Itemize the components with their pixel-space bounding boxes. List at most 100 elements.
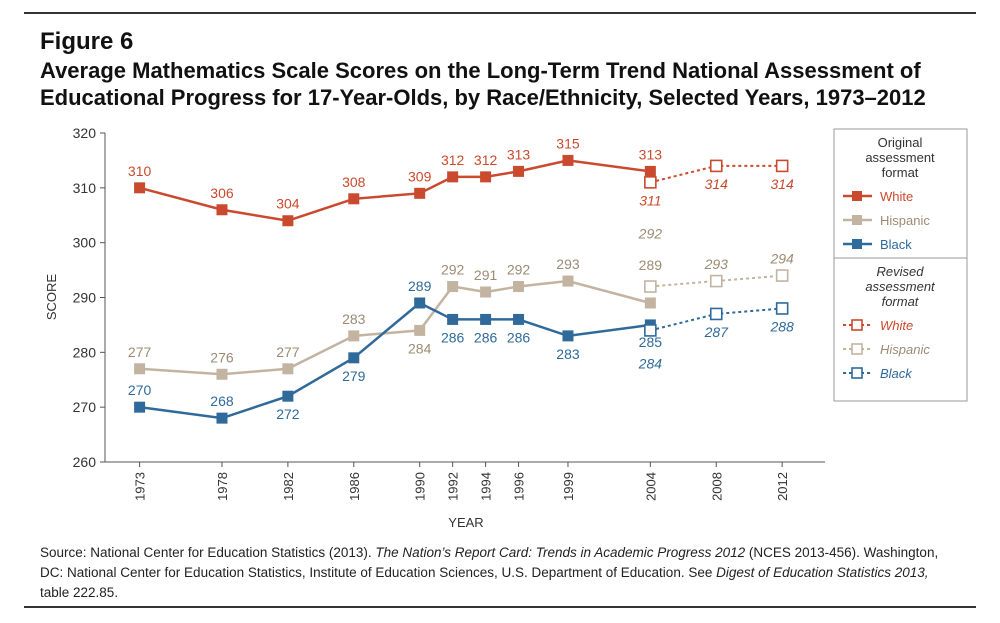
legend-original-heading: Original: [878, 135, 923, 150]
white-original-data-label: 313: [639, 146, 663, 162]
legend-revised-heading: assessment: [865, 279, 936, 294]
hispanic-original-marker: [348, 330, 360, 342]
y-axis-title: SCORE: [44, 274, 59, 321]
legend-revised-swatch-marker: [851, 319, 863, 331]
line-chart: 260 270 280 290 300 310 320 1973 1978 1982 1986 199…: [44, 125, 968, 530]
white-original-marker: [134, 182, 146, 194]
black-original-data-label: 286: [474, 329, 498, 345]
black-original-data-label: 279: [342, 368, 366, 384]
white-original-data-label: 304: [276, 196, 300, 212]
hispanic-revised-marker: [644, 280, 657, 293]
hispanic-original-marker: [414, 324, 426, 336]
black-original-marker: [562, 330, 574, 342]
x-tick-label: 1973: [133, 472, 148, 501]
x-tick-label: 2012: [775, 472, 790, 501]
hispanic-revised-data-label: 293: [704, 256, 729, 272]
hispanic-original-data-label: 293: [556, 256, 580, 272]
x-tick-label: 1994: [479, 472, 494, 501]
x-tick-label: 1986: [347, 472, 362, 501]
legend-revised-heading: Revised: [877, 264, 925, 279]
legend-original-swatch-marker: [852, 215, 862, 225]
x-tick-label: 1982: [281, 472, 296, 501]
y-tick-label: 320: [73, 125, 97, 141]
black-revised-data-label: 284: [638, 355, 663, 371]
source-report-title: The Nation’s Report Card: Trends in Acad…: [375, 545, 746, 560]
top-rule: [24, 12, 976, 14]
white-original-line: [139, 159, 651, 223]
black-original-data-label: 289: [408, 278, 432, 294]
hispanic-original-marker: [134, 363, 146, 375]
source-text-3: table 222.85.: [40, 585, 119, 600]
black-original-data-label: 268: [210, 393, 234, 409]
hispanic-original-marker: [562, 275, 574, 287]
white-original-marker: [216, 204, 228, 216]
y-tick-label: 280: [73, 344, 97, 360]
white-original-marker: [282, 215, 294, 227]
hispanic-original-data-label: 277: [128, 344, 152, 360]
black-revised-data-label: 287: [704, 324, 730, 340]
legend-original-item: White: [880, 189, 913, 204]
hispanic-original-marker: [216, 368, 228, 380]
source-text-1: Source: National Center for Education St…: [40, 545, 376, 560]
y-tick-label: 310: [73, 180, 97, 196]
x-tick-label: 2004: [643, 472, 658, 501]
white-original-data-label: 313: [507, 146, 531, 162]
source-text-2: (NCES 2013-456). Washington, DC: Nationa…: [40, 545, 939, 580]
white-original-data-label: 315: [556, 135, 580, 151]
black-original-marker: [480, 313, 492, 325]
white-revised-data-label: 314: [770, 176, 794, 192]
x-tick-label: 1996: [512, 472, 527, 501]
black-original-data-label: 270: [128, 382, 152, 398]
white-original-marker: [644, 165, 656, 177]
white-revised-marker: [775, 159, 789, 173]
white-original-data-label: 312: [441, 152, 465, 168]
hispanic-original-marker: [282, 363, 294, 375]
legend-revised-heading: format: [882, 294, 920, 309]
hispanic-revised-data-label: 292: [638, 226, 663, 242]
white-original-marker: [513, 165, 525, 177]
legend-revised-swatch-marker: [851, 343, 863, 355]
y-tick-label: 300: [73, 235, 97, 251]
figure-label: Figure 6: [40, 28, 134, 55]
black-original-line: [139, 301, 651, 420]
black-revised-marker: [644, 324, 657, 337]
white-revised-marker: [644, 176, 657, 189]
x-axis-title: YEAR: [448, 515, 483, 530]
white-original-data-label: 312: [474, 152, 498, 168]
hispanic-original-data-label: 291: [474, 267, 498, 283]
legend-revised-item: Black: [880, 366, 913, 381]
hispanic-revised-marker: [775, 269, 789, 282]
white-revised-data-label: 311: [639, 192, 661, 208]
hispanic-original-data-label: 292: [507, 262, 531, 278]
x-tick-label: 1999: [561, 472, 576, 501]
white-original-data-label: 308: [342, 174, 366, 190]
white-original-marker: [447, 171, 459, 183]
black-original-marker: [348, 352, 360, 364]
hispanic-original-data-label: 276: [210, 349, 234, 365]
y-tick-label: 270: [73, 399, 97, 415]
hispanic-original-marker: [480, 286, 492, 298]
white-original-data-label: 310: [128, 163, 152, 179]
black-original-marker: [414, 297, 426, 309]
white-revised-data-label: 314: [705, 176, 729, 192]
bottom-rule: [24, 606, 976, 608]
white-original-marker: [348, 193, 360, 205]
hispanic-original-marker: [513, 281, 525, 293]
black-original-marker: [513, 313, 525, 325]
legend-original-item: Hispanic: [880, 213, 930, 228]
legend-box: [833, 128, 968, 402]
legend-original-heading: assessment: [865, 150, 935, 165]
black-original-marker: [282, 390, 294, 402]
y-tick-label: 290: [73, 290, 97, 306]
white-original-marker: [562, 154, 574, 166]
hispanic-original-data-label: 283: [342, 311, 366, 327]
hispanic-original-marker: [644, 297, 656, 309]
hispanic-revised-marker: [709, 274, 723, 288]
x-tick-label: 1992: [446, 472, 461, 501]
white-revised-marker: [709, 159, 723, 173]
black-original-data-label: 286: [441, 329, 465, 345]
white-original-data-label: 309: [408, 168, 432, 184]
legend-original-swatch-marker: [852, 191, 862, 201]
black-original-data-label: 286: [507, 329, 531, 345]
legend-original-swatch-marker: [852, 239, 862, 249]
